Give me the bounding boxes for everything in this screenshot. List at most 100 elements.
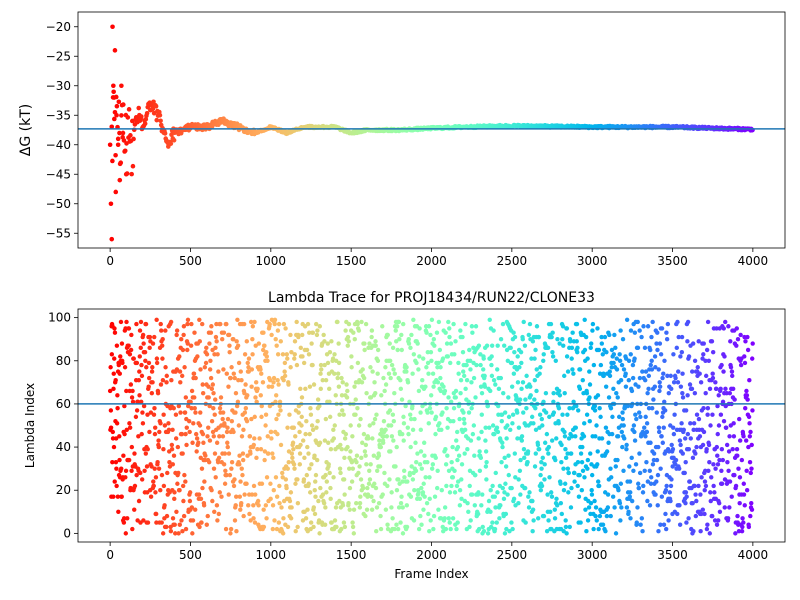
lambda-point xyxy=(259,403,264,409)
lambda-point xyxy=(283,477,289,482)
lambda-point xyxy=(252,436,257,441)
lambda-point xyxy=(648,481,654,486)
lambda-point xyxy=(578,451,584,456)
lambda-point xyxy=(372,380,377,385)
lambda-point xyxy=(448,526,453,532)
lambda-point xyxy=(152,334,157,340)
lambda-point xyxy=(663,488,669,493)
lambda-point xyxy=(671,431,677,437)
lambda-point xyxy=(269,332,274,338)
lambda-point xyxy=(346,339,351,344)
lambda-point xyxy=(303,516,309,521)
lambda-point xyxy=(488,509,493,514)
lambda-point xyxy=(404,369,409,374)
lambda-point xyxy=(263,412,269,417)
lambda-point xyxy=(705,319,711,325)
lambda-point xyxy=(562,429,567,435)
lambda-point xyxy=(214,321,219,327)
lambda-point xyxy=(609,475,614,480)
lambda-point xyxy=(151,412,157,417)
lambda-point xyxy=(124,319,129,325)
lambda-point xyxy=(673,457,679,463)
lambda-point xyxy=(356,470,361,476)
lambda-point xyxy=(249,416,254,422)
lambda-point xyxy=(580,377,585,383)
lambda-point xyxy=(615,457,620,463)
lambda-point xyxy=(480,524,485,530)
lambda-point xyxy=(428,518,433,523)
lambda-point xyxy=(618,328,623,333)
lambda-point xyxy=(256,503,261,508)
lambda-point xyxy=(563,447,568,452)
lambda-point xyxy=(408,412,413,417)
lambda-point xyxy=(376,500,382,506)
lambda-point xyxy=(229,466,234,471)
lambda-point xyxy=(331,427,336,433)
lambda-point xyxy=(411,518,417,523)
lambda-point xyxy=(328,447,334,452)
lambda-point xyxy=(123,468,129,474)
lambda-point xyxy=(687,479,692,484)
lambda-point xyxy=(264,349,269,355)
lambda-point xyxy=(190,440,195,445)
delta-g-point xyxy=(154,117,160,123)
lambda-point xyxy=(579,459,585,465)
lambda-point xyxy=(257,436,262,441)
lambda-point xyxy=(600,522,606,527)
lambda-point xyxy=(278,339,283,344)
lambda-point xyxy=(708,423,713,428)
lambda-point xyxy=(680,371,685,376)
lambda-point xyxy=(683,500,688,506)
lambda-point xyxy=(532,397,537,402)
lambda-point xyxy=(558,500,564,506)
lambda-point xyxy=(394,488,400,493)
lambda-point xyxy=(606,440,611,445)
lambda-point xyxy=(630,375,636,381)
lambda-point xyxy=(737,475,743,480)
lambda-point xyxy=(134,321,139,327)
lambda-point xyxy=(263,423,268,428)
lambda-point xyxy=(335,319,340,325)
lambda-point xyxy=(440,524,445,530)
lambda-point xyxy=(463,321,468,327)
lambda-point xyxy=(207,403,212,409)
lambda-point xyxy=(333,393,338,398)
lambda-point xyxy=(660,414,665,420)
lambda-point xyxy=(307,466,312,471)
lambda-point xyxy=(159,472,165,478)
delta-g-point xyxy=(119,113,124,118)
lambda-point xyxy=(542,477,547,482)
lambda-point xyxy=(528,393,533,398)
lambda-point xyxy=(173,531,178,536)
lambda-point xyxy=(471,375,477,381)
lambda-point xyxy=(337,498,342,504)
lambda-point xyxy=(134,472,139,478)
lambda-point xyxy=(228,531,233,536)
lambda-point xyxy=(321,500,327,506)
lambda-point xyxy=(406,431,411,437)
lambda-point xyxy=(278,442,284,448)
lambda-point xyxy=(541,352,546,357)
lambda-point xyxy=(401,438,406,443)
lambda-point xyxy=(486,498,492,504)
lambda-point xyxy=(704,347,710,353)
lambda-point xyxy=(339,447,344,452)
lambda-point xyxy=(264,475,270,480)
lambda-point xyxy=(245,360,250,366)
lambda-point xyxy=(229,418,235,424)
lambda-point xyxy=(670,447,676,452)
lambda-point xyxy=(333,505,339,510)
lambda-point xyxy=(378,513,383,519)
lambda-point xyxy=(331,475,336,480)
lambda-point xyxy=(276,321,282,327)
lambda-point xyxy=(702,479,708,484)
lambda-point xyxy=(156,444,162,450)
lambda-point xyxy=(527,490,532,495)
lambda-point xyxy=(189,321,194,327)
lambda-point xyxy=(595,449,600,454)
lambda-point xyxy=(527,321,533,327)
lambda-point xyxy=(151,479,156,484)
x-tick-label: 0 xyxy=(106,254,114,268)
lambda-point xyxy=(296,410,301,415)
lambda-point xyxy=(109,352,115,357)
